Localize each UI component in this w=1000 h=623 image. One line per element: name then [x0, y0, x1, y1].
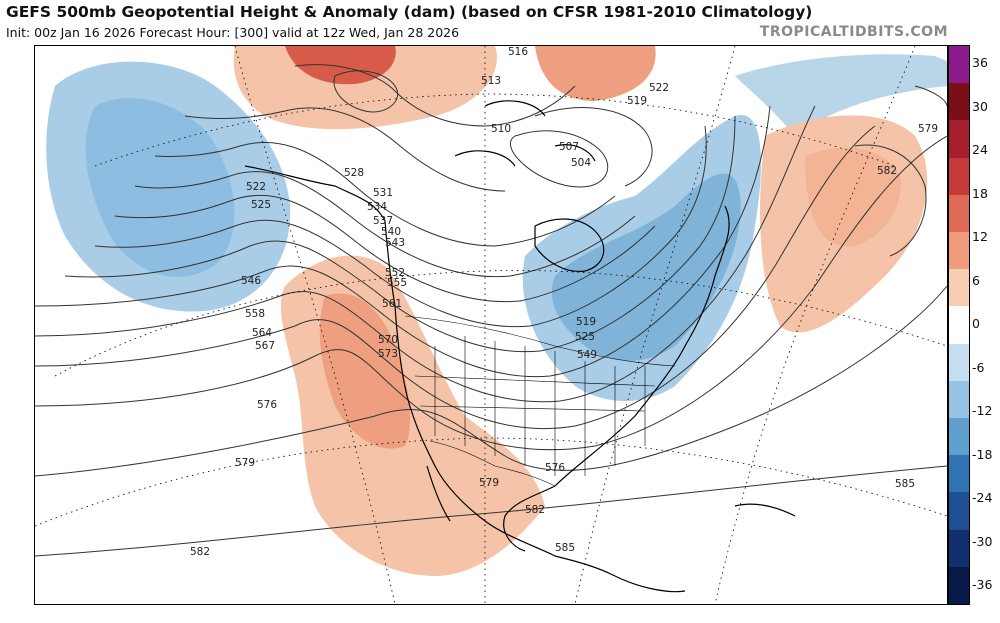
contour-label: 549 — [577, 349, 597, 361]
contour-label: 546 — [241, 275, 261, 287]
contour-label: 579 — [918, 123, 938, 135]
colorbar-cell — [949, 343, 969, 382]
positive-anomaly-arctic-core — [285, 46, 396, 85]
anomaly-shading — [46, 46, 947, 576]
lat-lon-grid — [35, 46, 947, 604]
colorbar-cell — [949, 83, 969, 121]
contour-label: 570 — [378, 334, 398, 346]
contour-label: 525 — [575, 331, 595, 343]
colorbar-cell — [949, 194, 969, 233]
arctic-islands — [454, 100, 596, 167]
colorbar-cell — [949, 492, 969, 531]
colorbar-cell — [949, 157, 969, 196]
height-contours — [35, 64, 947, 557]
anomaly-colorbar — [948, 45, 970, 605]
brand-watermark: TROPICALTIDBITS.COM — [759, 24, 948, 40]
colorbar-cell — [949, 120, 969, 159]
contour-label: 582 — [525, 504, 545, 516]
baja — [426, 465, 451, 522]
positive-anomaly-atlantic-core — [805, 147, 901, 247]
contour-label: 582 — [190, 546, 210, 558]
colorbar-cell — [949, 46, 969, 84]
colorbar-label: 36 — [972, 55, 988, 70]
contour-label: 507 — [559, 141, 579, 153]
contour-label: 561 — [382, 298, 402, 310]
positive-anomaly-west-core — [319, 293, 411, 449]
page-title: GEFS 500mb Geopotential Height & Anomaly… — [6, 3, 813, 21]
cuba — [734, 503, 796, 517]
contour-label: 579 — [235, 457, 255, 469]
contour-label: 522 — [246, 181, 266, 193]
east-coast — [554, 205, 730, 487]
contour-label: 525 — [251, 199, 271, 211]
contour-label: 540 — [381, 226, 401, 238]
negative-anomaly-east-core — [551, 173, 741, 361]
contour-label: 552 — [385, 267, 405, 279]
contour-label: 576 — [545, 462, 565, 474]
contour-label: 519 — [576, 316, 596, 328]
contour-label: 564 — [252, 327, 272, 339]
colorbar-label: -36 — [972, 577, 993, 592]
contour-label: 513 — [481, 75, 501, 87]
contour-label: 567 — [255, 340, 275, 352]
forecast-info: Init: 00z Jan 16 2026 Forecast Hour: [30… — [6, 25, 460, 40]
contour-label: 573 — [378, 348, 398, 360]
colorbar-label: 30 — [972, 98, 988, 114]
hudson-bay — [534, 218, 605, 273]
contour-label: 576 — [257, 399, 277, 411]
contour-label: 504 — [571, 157, 591, 169]
colorbar-label: 0 — [972, 316, 980, 331]
contour-label: 558 — [245, 308, 265, 320]
colorbar-label: 18 — [972, 185, 988, 201]
colorbar-label: -6 — [972, 359, 985, 375]
contour-label: 519 — [627, 95, 647, 107]
contour-label: 534 — [367, 201, 387, 213]
contour-label: 555 — [387, 277, 407, 289]
positive-anomaly-greenland — [535, 46, 656, 101]
map-canvas: 516 513 510 507 504 519 522 522 525 519 … — [35, 46, 947, 604]
contour-label: 522 — [649, 82, 669, 94]
colorbar-label: -18 — [972, 446, 993, 462]
negative-anomaly-northatlantic — [735, 54, 947, 136]
contour-label: 585 — [895, 478, 915, 490]
colorbar-cell — [949, 418, 969, 456]
gulf-coast — [503, 485, 556, 552]
colorbar-cell — [949, 306, 969, 345]
contour-label: 537 — [373, 215, 393, 227]
colorbar-label: 6 — [972, 272, 980, 288]
contour-label: 543 — [385, 237, 405, 249]
contour-label: 579 — [479, 477, 499, 489]
colorbar-cell — [949, 232, 969, 270]
contour-label: 585 — [555, 542, 575, 554]
north-america-coast — [244, 165, 686, 593]
contour-label: 582 — [877, 165, 897, 177]
us-canada-border — [404, 315, 676, 367]
colorbar-cell — [949, 566, 969, 605]
colorbar-label: 24 — [972, 142, 988, 157]
us-mexico-border — [429, 440, 556, 487]
contour-label: 531 — [373, 187, 393, 199]
colorbar-label: -12 — [972, 403, 993, 418]
colorbar-label: -24 — [972, 490, 993, 505]
colorbar-cell — [949, 380, 969, 419]
borders — [404, 315, 676, 487]
contour-label: 510 — [491, 123, 511, 135]
coastlines — [244, 100, 796, 593]
colorbar-cell — [949, 529, 969, 568]
colorbar-cell — [949, 455, 969, 493]
contour-label: 528 — [344, 167, 364, 179]
colorbar-cell — [949, 269, 969, 307]
contour-labels: 516 513 510 507 504 519 522 522 525 519 … — [190, 46, 938, 558]
colorbar-label: 12 — [972, 229, 988, 244]
forecast-map: 516 513 510 507 504 519 522 522 525 519 … — [34, 45, 948, 605]
colorbar-label: -30 — [972, 533, 993, 549]
contour-label: 516 — [508, 46, 528, 58]
negative-anomaly-pacific-core — [85, 97, 235, 277]
